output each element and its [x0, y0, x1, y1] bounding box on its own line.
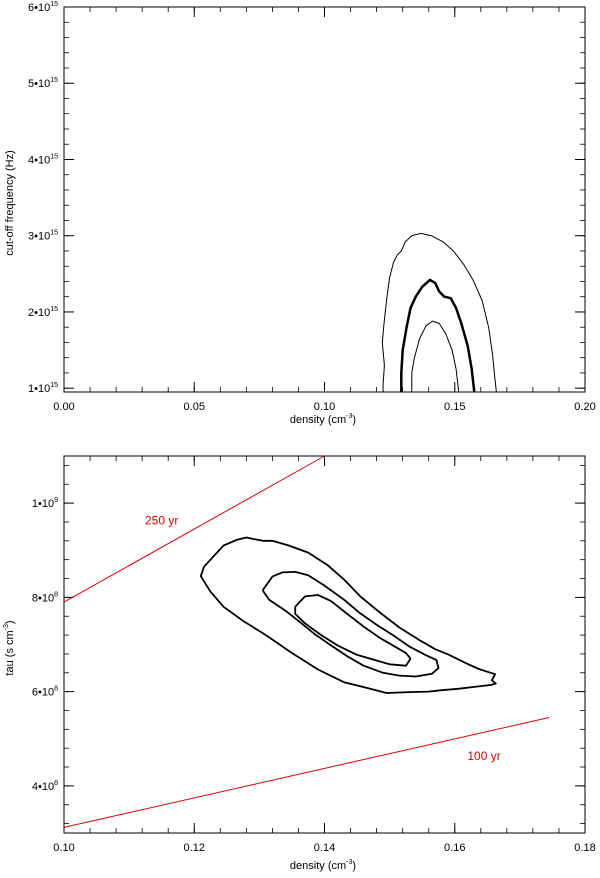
- bottom-contour-middle: [261, 571, 440, 678]
- top-contour-middle: [400, 278, 476, 392]
- bottom-x-tick-label: 0.14: [314, 842, 335, 854]
- top-plot-frame: [63, 6, 586, 393]
- bottom-y-tick-label: 6•108: [32, 686, 58, 699]
- bottom-contour-outer: [199, 536, 497, 694]
- top-x-tick-label: 0.05: [184, 401, 205, 413]
- bottom-x-tick-label: 0.12: [184, 842, 205, 854]
- top-y-tick-label: 3•1015: [28, 230, 58, 243]
- top-x-tick-label: 0.00: [53, 401, 74, 413]
- bottom-x-tick-label: 0.10: [53, 842, 74, 854]
- bottom-annotation-1: 250 yr: [145, 513, 178, 527]
- top-y-axis-title: cut-off frequency (Hz): [4, 150, 16, 256]
- top-contour-outer: [381, 232, 497, 392]
- bottom-plot-frame: [63, 455, 586, 834]
- top-x-tick-label: 0.20: [574, 401, 595, 413]
- top-y-tick-label: 2•1015: [28, 306, 58, 319]
- top-y-tick-label: 1•1015: [28, 382, 58, 395]
- bottom-y-tick-label: 4•108: [32, 780, 58, 793]
- top-contour-inner: [411, 320, 460, 392]
- bottom-reference-line-2: [63, 717, 550, 828]
- bottom-y-tick-label: 1•109: [32, 497, 58, 510]
- bottom-reference-line-1: [63, 455, 325, 603]
- top-x-tick-label: 0.10: [314, 401, 335, 413]
- top-x-tick-label: 0.15: [444, 401, 465, 413]
- bottom-x-tick-label: 0.16: [444, 842, 465, 854]
- top-y-tick-label: 6•1015: [28, 1, 58, 14]
- top-x-axis-title: density (cm-3): [290, 413, 356, 426]
- bottom-contour-inner: [294, 594, 412, 667]
- top-plot: 0.00 0.05 0.10 0.15 0.20 1•1015 2•1015 3•1015 4•…: [4, 1, 596, 426]
- bottom-x-tick-label: 0.18: [574, 842, 595, 854]
- bottom-plot: 0.10 0.12 0.14 0.16 0.18 4•108 6•108 8•108 1•109…: [3, 455, 596, 872]
- bottom-y-tick-label: 8•108: [32, 591, 58, 604]
- top-y-tick-label: 4•1015: [28, 153, 58, 166]
- bottom-y-axis-title: tau (s cm-3): [3, 620, 16, 675]
- top-y-tick-label: 5•1015: [28, 77, 58, 90]
- bottom-x-axis-title: density (cm-3): [290, 859, 356, 872]
- bottom-annotation-2: 100 yr: [467, 749, 500, 763]
